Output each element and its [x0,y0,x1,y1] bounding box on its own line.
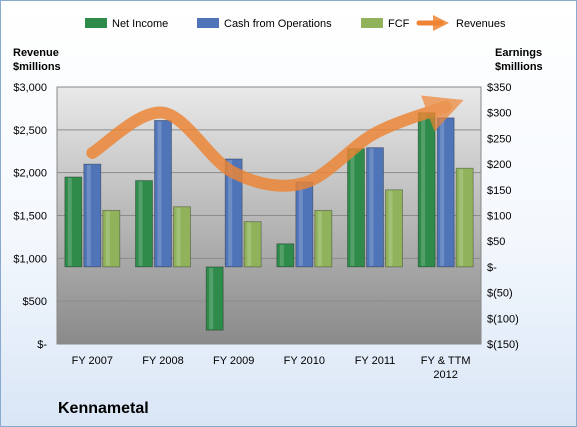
right-axis-title-line1: Earnings [495,47,542,59]
bar-net-income [205,266,224,331]
left-axis-title-line2: $millions [13,61,61,73]
legend-swatch-net-income [85,18,107,28]
bar-highlight [298,183,303,266]
bar-highlight [138,181,143,266]
legend-label-cash-from-operations: Cash from Operations [224,18,332,30]
left-axis-title-line1: Revenue [13,47,59,59]
right-tick-label: $250 [487,133,511,145]
bar-cash-from-operations [436,117,455,268]
left-tick-label: $- [37,339,47,351]
revenue-line-layer [86,95,464,192]
bar-cash-from-operations [224,158,243,268]
category-label: FY 2010 [284,355,325,367]
bar-highlight [247,222,252,266]
bar-highlight [440,118,445,266]
right-tick-label: $150 [487,185,511,197]
left-tick-label: $500 [23,296,47,308]
legend-label-net-income: Net Income [112,18,168,30]
category-labels: FY 2007 FY 2008 FY 2009 FY 2010 FY 2011 FY & … [72,355,471,381]
right-tick-label: $- [487,262,497,274]
left-tick-label: $1,500 [13,211,47,223]
bar-highlight [421,113,426,266]
legend-label-revenues: Revenues [456,18,506,30]
bar-highlight [350,149,355,266]
bar-highlight [228,159,233,266]
bar-highlight [369,148,374,266]
right-tick-label: $(100) [487,313,519,325]
bars [64,112,474,331]
left-tick-label: $2,000 [13,168,47,180]
legend-swatch-fcf [361,18,383,28]
bar-highlight [157,121,162,266]
bar-highlight [105,211,110,266]
left-tick-label: $2,500 [13,125,47,137]
company-name: Kennametal [58,400,149,417]
bar-fcf [173,206,191,268]
bar-highlight [86,165,91,266]
bar-net-income [347,148,365,268]
left-axis-ticks: $- $500 $1,000 $1,500 $2,000 $2,500 $3,000 [13,82,47,351]
bar-fcf [385,189,403,268]
bar-net-income [64,176,83,268]
right-axis-title-line2: $millions [495,61,543,73]
right-tick-label: $50 [487,236,505,248]
left-tick-label: $1,000 [13,253,47,265]
category-label: FY 2009 [213,355,254,367]
bar-highlight [388,190,393,266]
category-label: FY 2008 [142,355,183,367]
bar-fcf [455,167,474,268]
left-tick-label: $3,000 [13,82,47,94]
bar-cash-from-operations [366,147,384,268]
category-label: FY 2011 [355,355,396,367]
revenue-line [86,95,464,192]
bar-highlight [279,244,284,266]
gridlines [57,129,481,302]
bar-net-income [417,112,436,268]
bar-highlight [317,211,322,266]
right-tick-label: $(150) [487,339,519,351]
legend: Net Income Cash from Operations FCF Reve… [85,14,506,32]
category-label: FY 2007 [72,355,113,367]
legend-label-fcf: FCF [388,18,410,30]
bar-fcf [243,221,262,268]
bar-highlight [67,177,72,266]
bar-fcf [314,209,333,268]
bar-net-income [135,180,153,268]
right-tick-label: $(50) [487,288,513,300]
bar-net-income [276,243,295,268]
category-label: FY & TTM 2012 [421,355,471,381]
bar-highlight [459,169,464,266]
bar-highlight [209,267,214,330]
legend-swatch-cash-from-operations [197,18,219,28]
right-tick-label: $100 [487,211,511,223]
right-tick-label: $350 [487,82,511,94]
bar-cash-from-operations [154,120,172,268]
bar-cash-from-operations [295,181,314,268]
right-tick-label: $200 [487,159,511,171]
right-axis-ticks: $(150) $(100) $(50) $- $50 $100 $150 $200 $250 $3… [487,82,519,351]
bar-cash-from-operations [83,163,102,268]
right-tick-label: $300 [487,108,511,120]
bar-highlight [176,207,181,266]
bar-fcf [102,209,121,268]
